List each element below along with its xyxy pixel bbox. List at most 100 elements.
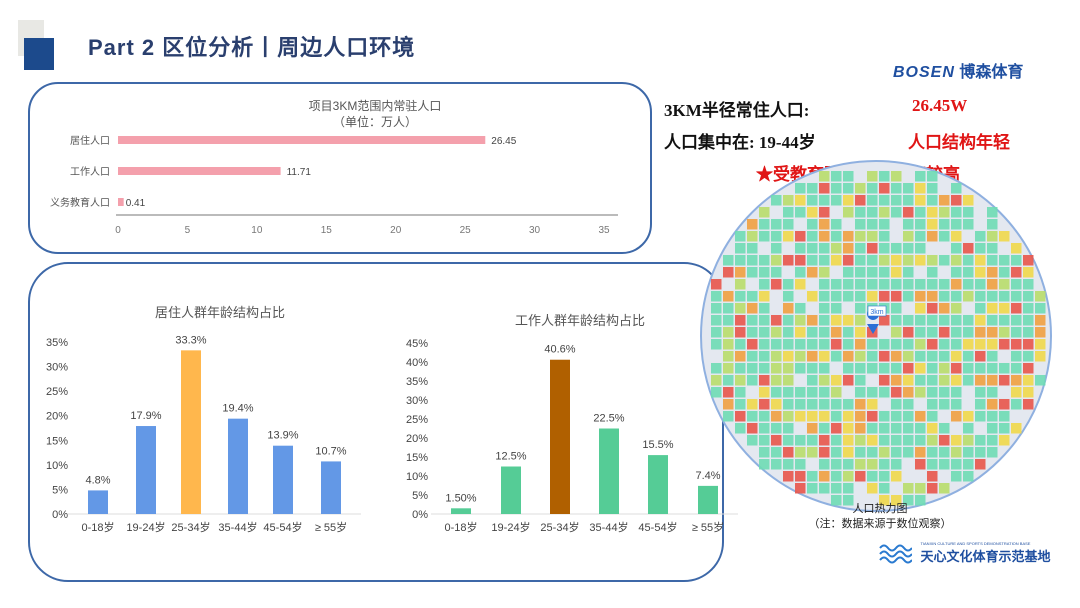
heat-cell: [795, 243, 806, 254]
heat-cell: [1011, 363, 1022, 374]
heat-cell: [1011, 243, 1022, 254]
heat-cell: [807, 363, 818, 374]
resident-population-panel: [28, 82, 652, 254]
heat-cell: [783, 375, 794, 386]
heat-cell: [903, 255, 914, 266]
y-tick-label: 30%: [46, 362, 68, 374]
heat-cell: [927, 447, 938, 458]
heat-cell: [771, 435, 782, 446]
heat-cell: [771, 363, 782, 374]
heat-cell: [783, 399, 794, 410]
heat-cell: [711, 363, 722, 374]
heat-cell: [879, 471, 890, 482]
heat-cell: [999, 279, 1010, 290]
x-tick-label: 20: [390, 225, 402, 236]
heat-cell: [735, 399, 746, 410]
heat-cell: [783, 387, 794, 398]
heat-cell: [807, 255, 818, 266]
y-tick-label: 35%: [46, 337, 68, 349]
heat-cell: [915, 279, 926, 290]
heat-cell: [927, 459, 938, 470]
heat-cell: [903, 267, 914, 278]
marker-label-bg: [867, 305, 887, 317]
heat-cell: [783, 303, 794, 314]
population-bar-chart: 0 5 10 15 20 25 30 35 居住人口 26.45 工作人口 11.71 义务教育人口 0.…: [50, 134, 618, 236]
heat-cell: [867, 279, 878, 290]
heat-cell: [831, 327, 842, 338]
heat-cell: [891, 459, 902, 470]
heat-cell: [855, 447, 866, 458]
heat-cell: [831, 411, 842, 422]
heat-cell: [819, 411, 830, 422]
heat-cell: [891, 279, 902, 290]
heat-cell: [831, 195, 842, 206]
heat-cell: [855, 255, 866, 266]
heat-cell: [771, 339, 782, 350]
heat-cell: [807, 207, 818, 218]
category-label: 19-24岁: [126, 520, 165, 534]
heat-cell: [939, 207, 950, 218]
heat-cell: [963, 447, 974, 458]
heat-cell: [783, 207, 794, 218]
heat-cell: [903, 183, 914, 194]
heat-cell: [807, 351, 818, 362]
heat-cell: [903, 423, 914, 434]
heat-cell: [759, 291, 770, 302]
heat-cell: [903, 483, 914, 494]
heat-cell: [831, 459, 842, 470]
heat-cell: [819, 339, 830, 350]
heat-cell: [939, 219, 950, 230]
heat-cell: [987, 219, 998, 230]
heat-cell: [771, 351, 782, 362]
heat-cell: [831, 315, 842, 326]
heat-cell: [1023, 291, 1034, 302]
heat-cell: [867, 195, 878, 206]
heat-cell: [1023, 279, 1034, 290]
heat-cell: [819, 183, 830, 194]
heat-cell: [879, 435, 890, 446]
page-title: Part 2 区位分析丨周边人口环境: [88, 35, 416, 60]
heat-cell: [843, 315, 854, 326]
heat-cell: [891, 207, 902, 218]
heat-cell: [747, 315, 758, 326]
heat-cell: [747, 339, 758, 350]
heat-cell: [867, 423, 878, 434]
heat-cell: [951, 231, 962, 242]
heat-cell: [843, 231, 854, 242]
heat-cell: [843, 351, 854, 362]
heat-cell: [915, 303, 926, 314]
bar: [273, 445, 293, 514]
heat-cell: [915, 495, 926, 506]
heat-cell: [831, 387, 842, 398]
heat-cell: [915, 255, 926, 266]
heat-cell: [783, 279, 794, 290]
category-label: 居住人口: [70, 134, 110, 147]
heat-cell: [903, 411, 914, 422]
heat-cell: [843, 411, 854, 422]
chart2-title: 居住人群年龄结构占比: [154, 305, 285, 320]
heat-cell: [951, 375, 962, 386]
heat-cell: [819, 231, 830, 242]
category-label: 19-24岁: [491, 520, 530, 534]
heat-cell: [807, 339, 818, 350]
heat-cell: [795, 303, 806, 314]
heat-cell: [1023, 351, 1034, 362]
heat-cell: [831, 255, 842, 266]
heat-cell: [747, 423, 758, 434]
heat-cell: [867, 411, 878, 422]
bar: [228, 418, 248, 514]
bar: [550, 359, 570, 514]
heat-cell: [723, 291, 734, 302]
heat-cell: [915, 459, 926, 470]
heat-cell: [747, 243, 758, 254]
heat-cell: [759, 207, 770, 218]
heat-cell: [831, 243, 842, 254]
heat-cell: [747, 267, 758, 278]
heat-cell: [1011, 423, 1022, 434]
heat-cell: [951, 459, 962, 470]
heat-cell: [951, 255, 962, 266]
heat-cell: [819, 363, 830, 374]
data-label: 0.41: [126, 198, 146, 209]
heat-cell: [927, 267, 938, 278]
heat-cell: [735, 339, 746, 350]
